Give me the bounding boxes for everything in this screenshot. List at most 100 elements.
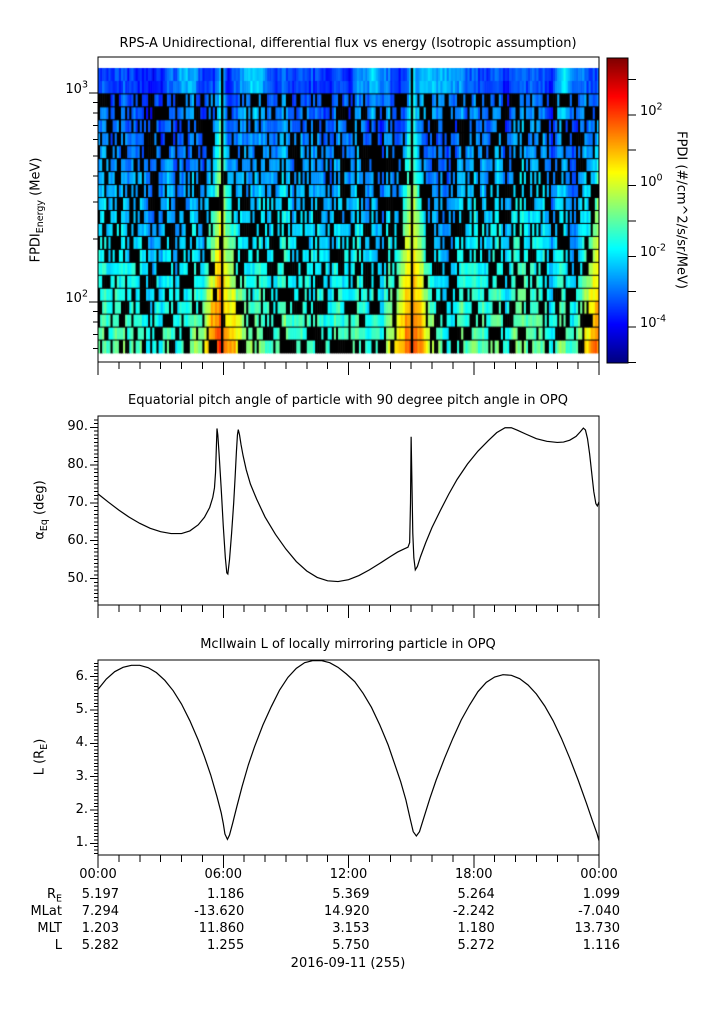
table-cell: -2.242 xyxy=(425,904,495,919)
pitch-y-tick-label: 70. xyxy=(38,495,88,510)
time-tick-label-text: 12:00 xyxy=(329,867,368,882)
pitch-y-tick-label: 90. xyxy=(38,419,88,434)
mcilwain-y-tick-label-text: 2. xyxy=(75,802,88,817)
table-row-label-sub: E xyxy=(55,893,62,905)
table-cell: 3.153 xyxy=(300,921,370,936)
mcilwain-y-tick-label: 4. xyxy=(38,735,88,750)
time-tick-label-text: 18:00 xyxy=(455,867,493,882)
mcilwain-y-tick-label-text: 3. xyxy=(75,768,88,784)
mcilwain-y-tick-label-text: 1. xyxy=(75,835,88,851)
table-cell-text: 5.369 xyxy=(332,887,370,902)
table-cell-text: 1.099 xyxy=(582,887,620,902)
table-cell: 13.730 xyxy=(550,921,621,936)
table-cell: 7.294 xyxy=(49,904,119,919)
table-row-label-text: L xyxy=(54,938,62,953)
table-row-label-text: MLT xyxy=(37,921,62,936)
spectrogram-y-axis-label-sub: Energy xyxy=(35,199,47,234)
table-cell: 5.369 xyxy=(300,887,370,902)
table-cell: 1.186 xyxy=(174,887,244,902)
pitch-y-tick-label: 50. xyxy=(38,571,88,586)
table-cell: 11.860 xyxy=(174,921,245,936)
table-cell: 5.282 xyxy=(49,938,119,953)
colorbar-tick-label: 10-2 xyxy=(640,242,667,261)
table-cell: 5.197 xyxy=(49,887,119,902)
table-cell-text: -13.620 xyxy=(194,904,245,919)
mcilwain-y-tick-label-text: 4. xyxy=(75,735,88,751)
table-cell-text: 1.203 xyxy=(81,921,119,936)
table-cell-text: 3.153 xyxy=(332,921,370,936)
mcilwain-y-tick-label-text: 5. xyxy=(75,702,88,717)
mcilwain-y-tick-label: 3. xyxy=(38,769,88,784)
pitch-y-axis-label-sub: Eq xyxy=(39,519,51,532)
table-cell: 5.750 xyxy=(300,938,370,953)
spectrogram-frame xyxy=(97,56,600,363)
colorbar-tick-label: 10-4 xyxy=(640,313,667,331)
table-cell: -7.040 xyxy=(550,904,620,919)
table-cell-text: 5.197 xyxy=(81,887,119,902)
table-row-label: MLat xyxy=(2,904,62,919)
table-cell-text: 5.264 xyxy=(457,887,495,902)
colorbar-tick-label-text: 10 xyxy=(640,103,657,119)
colorbar-tick-label: 100 xyxy=(640,173,663,190)
table-cell: -13.620 xyxy=(174,904,244,919)
mcilwain-y-tick-label: 6. xyxy=(38,669,88,684)
time-tick-label: 18:00 xyxy=(455,867,492,882)
spectrogram-y-tick-label-text: 10 xyxy=(65,81,82,97)
table-row-label-text: MLat xyxy=(30,904,62,919)
pitch-y-tick-label: 60. xyxy=(38,533,88,548)
table-cell: 1.116 xyxy=(550,938,620,953)
spectrogram-y-tick-label-exp: 2 xyxy=(81,288,88,300)
pitch-title: Equatorial pitch angle of particle with … xyxy=(128,393,568,408)
table-cell-text: 1.180 xyxy=(457,921,495,936)
table-cell-text: 1.116 xyxy=(582,938,620,953)
pitch-y-tick-label: 80. xyxy=(38,457,88,472)
pitch-y-axis-label: αEq (deg) xyxy=(33,480,51,539)
pitch-y-tick-label-text: 50. xyxy=(67,570,88,586)
pitch-angle-curve xyxy=(97,427,600,583)
pitch-y-tick-label-text: 60. xyxy=(67,532,88,548)
spectrogram-y-tick-label-exp: 3 xyxy=(81,79,88,91)
table-cell-text: 5.272 xyxy=(457,938,495,953)
table-cell-text: 5.282 xyxy=(81,938,119,953)
pitch-y-tick-label-text: 90. xyxy=(67,419,88,435)
mcilwain-y-tick-label: 2. xyxy=(38,802,88,817)
mcilwain-title: McIlwain L of locally mirroring particle… xyxy=(200,637,496,652)
pitch-frame xyxy=(97,415,600,606)
colorbar-tick-label-text: 10 xyxy=(640,315,657,331)
colorbar-frame xyxy=(606,57,629,364)
time-tick-label: 00:00 xyxy=(580,867,617,882)
colorbar-tick-label-text: 10 xyxy=(640,174,657,190)
spectrogram-y-tick-label: 102 xyxy=(38,288,88,306)
spectrogram-y-axis-label-units: (MeV) xyxy=(28,157,44,200)
colorbar-tick-label: 102 xyxy=(640,102,663,119)
colorbar-label: FPDI (#/cm^2/s/sr/MeV) xyxy=(673,131,689,289)
spectrogram-y-axis-label: FPDIEnergy (MeV) xyxy=(28,157,47,263)
spectrogram-y-axis-label-text: FPDI xyxy=(28,233,44,263)
spectrogram-title: RPS-A Unidirectional, differential flux … xyxy=(119,36,577,51)
table-cell-text: 11.860 xyxy=(198,921,245,936)
spectrogram-y-tick-label: 103 xyxy=(38,79,88,97)
time-tick-label-text: 00:00 xyxy=(580,867,618,882)
table-cell-text: 5.750 xyxy=(332,938,370,953)
colorbar-tick-label-exp: -4 xyxy=(656,313,667,325)
table-cell: 1.255 xyxy=(174,938,244,953)
colorbar-gradient xyxy=(607,58,628,363)
colorbar-tick-label-text: 10 xyxy=(640,245,657,261)
table-cell-text: 7.294 xyxy=(81,904,119,919)
time-tick-label: 12:00 xyxy=(330,867,367,882)
table-cell: 5.272 xyxy=(425,938,495,953)
date-label: 2016-09-11 (255) xyxy=(290,956,406,971)
time-tick-label-text: 00:00 xyxy=(79,867,117,882)
mcilwain-l-curve xyxy=(97,660,600,841)
spectrogram-heatmap xyxy=(98,57,599,362)
table-cell: 14.920 xyxy=(300,904,370,919)
table-cell: 1.203 xyxy=(49,921,119,936)
table-row-label-text: R xyxy=(46,887,56,902)
table-row-label: RE xyxy=(2,887,62,905)
time-tick-label: 06:00 xyxy=(205,867,242,882)
colorbar-tick-label-exp: -2 xyxy=(656,242,667,254)
mcilwain-y-tick-label: 1. xyxy=(38,835,88,850)
mcilwain-y-tick-label-text: 6. xyxy=(75,668,88,684)
